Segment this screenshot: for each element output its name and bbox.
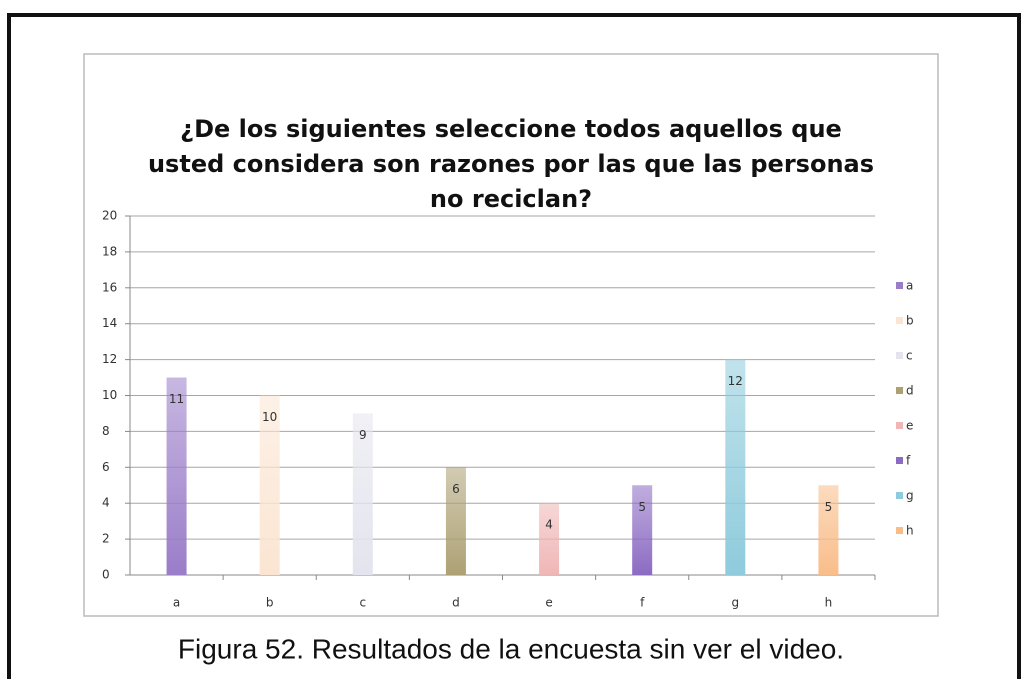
- legend-label: b: [906, 314, 914, 328]
- y-tick-label: 10: [102, 388, 117, 402]
- legend-swatch: [896, 387, 903, 394]
- data-label: 9: [359, 428, 367, 442]
- bar: [166, 377, 187, 575]
- bar: [539, 503, 560, 575]
- x-tick-label: e: [545, 596, 552, 610]
- legend-label: d: [906, 384, 914, 398]
- legend-label: f: [906, 454, 911, 468]
- caption: Figura 52. Resultados de la encuesta sin…: [178, 633, 844, 664]
- bar: [632, 485, 653, 575]
- y-tick-label: 0: [102, 568, 110, 582]
- y-tick-label: 2: [102, 532, 110, 546]
- y-tick-label: 6: [102, 460, 110, 474]
- legend-swatch: [896, 527, 903, 534]
- x-tick-label: f: [640, 596, 645, 610]
- legend-label: h: [906, 524, 914, 538]
- x-tick-label: g: [732, 596, 740, 610]
- bar: [352, 413, 373, 575]
- y-tick-label: 14: [102, 316, 117, 330]
- chart-box: [83, 53, 939, 617]
- data-label: 6: [452, 482, 460, 496]
- legend-swatch: [896, 492, 903, 499]
- x-tick-label: a: [173, 596, 180, 610]
- legend-swatch: [896, 317, 903, 324]
- bar: [818, 485, 839, 575]
- bar: [259, 395, 280, 575]
- chart-title: usted considera son razones por las que …: [148, 150, 874, 178]
- x-tick-label: d: [452, 596, 460, 610]
- y-tick-label: 4: [102, 496, 110, 510]
- data-label: 11: [169, 392, 184, 406]
- y-tick-label: 8: [102, 424, 110, 438]
- legend-label: c: [906, 349, 913, 363]
- data-label: 10: [262, 410, 277, 424]
- chart-title: ¿De los siguientes seleccione todos aque…: [180, 115, 842, 143]
- data-label: 12: [728, 374, 743, 388]
- bar: [445, 467, 466, 575]
- x-tick-label: b: [266, 596, 274, 610]
- y-tick-label: 18: [102, 244, 117, 258]
- y-tick-label: 12: [102, 352, 117, 366]
- legend-label: g: [906, 489, 914, 503]
- legend-label: a: [906, 279, 913, 293]
- x-tick-label: c: [360, 596, 367, 610]
- frame: [7, 13, 1021, 679]
- legend-label: e: [906, 419, 913, 433]
- legend-swatch: [896, 352, 903, 359]
- x-tick-label: h: [825, 596, 833, 610]
- legend-swatch: [896, 422, 903, 429]
- y-tick-label: 16: [102, 280, 117, 294]
- y-tick-label: 20: [102, 209, 117, 223]
- data-label: 5: [638, 500, 646, 514]
- data-label: 5: [825, 500, 833, 514]
- legend-swatch: [896, 282, 903, 289]
- bar: [725, 359, 746, 575]
- chart-title: no reciclan?: [430, 185, 592, 213]
- legend-swatch: [896, 457, 903, 464]
- data-label: 4: [545, 518, 553, 532]
